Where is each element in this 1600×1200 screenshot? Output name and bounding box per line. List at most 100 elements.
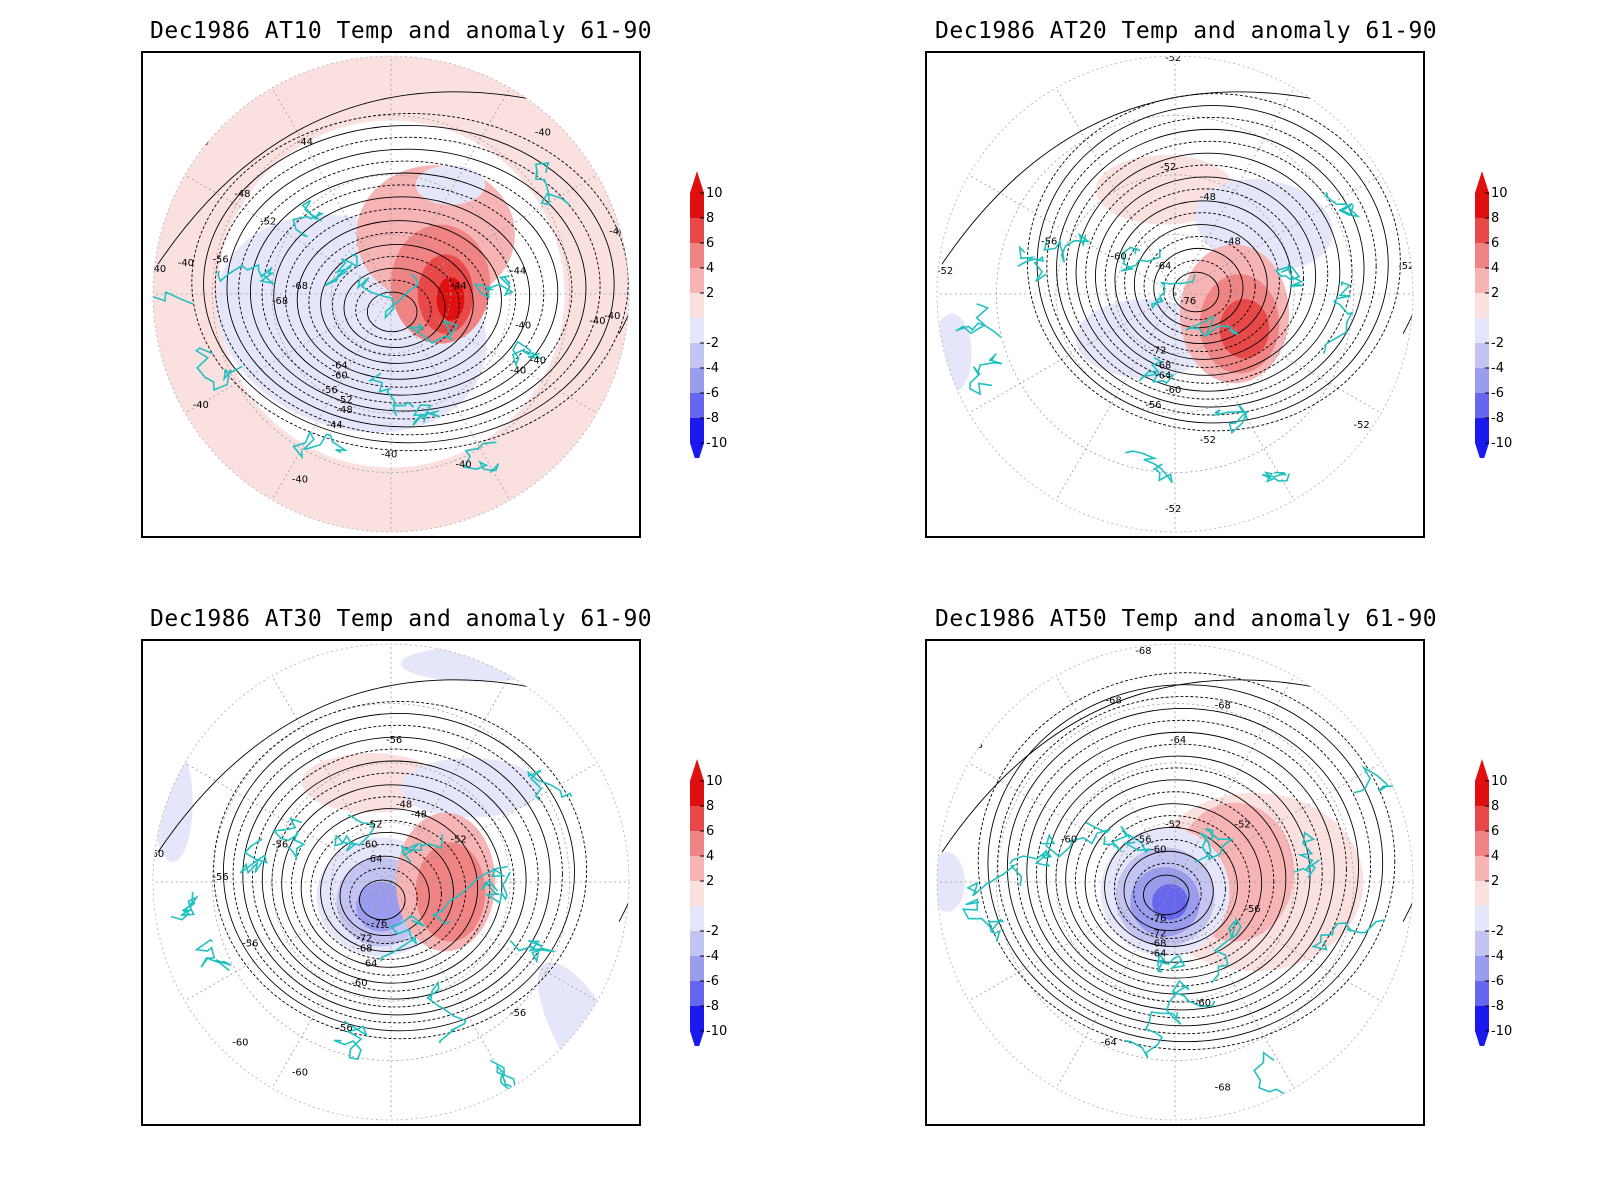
colorbar-level-label: -10 xyxy=(706,436,727,451)
contour-label: -52 xyxy=(1165,53,1181,64)
contour-label: -64 xyxy=(1101,1038,1117,1049)
contour-label: -40 xyxy=(193,400,209,411)
contour-label: -40 xyxy=(150,264,166,275)
contour-label: -64 xyxy=(366,854,382,865)
contour-label: -68 xyxy=(1135,646,1151,657)
colorbar-level-label: 4 xyxy=(706,849,714,864)
colorbar-level-label: 6 xyxy=(706,236,714,251)
coastline-icon xyxy=(152,161,571,474)
contour-label: -40 xyxy=(178,258,194,269)
colorbar-level-label: 8 xyxy=(1491,211,1499,226)
contour-label: -52 xyxy=(366,819,382,830)
contour-label: -56 xyxy=(212,872,228,883)
anomaly-region xyxy=(400,645,560,682)
contour-label: -40 xyxy=(515,321,531,332)
contour-label: -76 xyxy=(371,919,387,930)
colorbar-level-label: 6 xyxy=(706,824,714,839)
contour-label: -76 xyxy=(1150,914,1166,925)
contour-label: -48 xyxy=(336,405,352,416)
contour-label: -56 xyxy=(1244,904,1260,915)
colorbar-level-label: 2 xyxy=(706,286,714,301)
colorbar-level-label: -8 xyxy=(706,411,719,426)
colorbar-level-label: 10 xyxy=(1491,186,1508,201)
contour-label: -68 xyxy=(967,740,983,751)
colorbar-level-label: 4 xyxy=(706,261,714,276)
contour-label: -60 xyxy=(1061,834,1077,845)
contour-label: -76 xyxy=(1180,296,1196,307)
contour-label: -48 xyxy=(411,810,427,821)
contour-label: -60 xyxy=(351,978,367,989)
colorbar-level-label: 2 xyxy=(1491,874,1499,889)
contour-label: -60 xyxy=(1150,844,1166,855)
colorbar-level-label: -10 xyxy=(1491,436,1512,451)
colorbar-level-label: -6 xyxy=(1491,974,1504,989)
contour-label: -40 xyxy=(455,460,471,471)
contour-label: -40 xyxy=(530,355,546,366)
contour-label: -56 xyxy=(212,254,228,265)
colorbar: 10 8 6 4 2 -2 -4 -6 -8 -10 xyxy=(1475,759,1512,1046)
contour-label: -52 xyxy=(1165,504,1181,515)
contour-label: -56 xyxy=(322,385,338,396)
contour-label: -48 xyxy=(1200,192,1216,203)
colorbar-level-label: -2 xyxy=(706,336,719,351)
contour-label: -60 xyxy=(232,1038,248,1049)
colorbar-level-label: 10 xyxy=(706,774,723,789)
anomaly-region xyxy=(152,743,193,863)
colorbar-level-label: 4 xyxy=(1491,849,1499,864)
contour-label: -44 xyxy=(297,137,313,148)
colorbar-level-label: 6 xyxy=(1491,824,1499,839)
contour-label: -56 xyxy=(1041,236,1057,247)
contour-label: -60 xyxy=(361,839,377,850)
map-frame: -52 -52 -52 -48 -48 -56 -60 -64 -76 -72 -68 -64 -60-… xyxy=(925,51,1425,538)
contour-label: -64 xyxy=(331,360,347,371)
contour-label: -44 xyxy=(451,281,467,292)
colorbar-level-label: -4 xyxy=(706,361,719,376)
contour-label: -56 xyxy=(336,1023,352,1034)
contour-label: -52 xyxy=(1235,819,1251,830)
contour-label: -72 xyxy=(1150,929,1166,940)
contour-label: -60 xyxy=(292,1067,308,1078)
panel-title: Dec1986 AT10 Temp and anomaly 61-90 xyxy=(150,18,653,44)
contour-label: -48 xyxy=(396,800,412,811)
contour-label: -72 xyxy=(356,934,372,945)
map-frame: -68 -68 -68 -64 -68 -52 -52 -56 -60 -60 -76 -72 -68-… xyxy=(925,639,1425,1126)
contour-label: -56 xyxy=(386,735,402,746)
colorbar: 10 8 6 4 2 -2 -4 -6 -8 -10 xyxy=(690,759,727,1046)
contour-label: -60 xyxy=(1195,998,1211,1009)
colorbar-level-label: -4 xyxy=(1491,361,1504,376)
map-frame: -40 -40 -44 -44 -48 -52 -56 -68 -68 -44 -40 -40 -44-… xyxy=(141,51,641,538)
contour-label: -72 xyxy=(1150,346,1166,357)
colorbar: 10 8 6 4 2 -2 -4 -6 -8 -10 xyxy=(690,171,727,458)
contour-label: -52 xyxy=(937,266,953,277)
anomaly-region xyxy=(1075,298,1215,379)
colorbar-level-label: 2 xyxy=(706,874,714,889)
contour-label: -68 xyxy=(1106,695,1122,706)
contour-label: -68 xyxy=(356,943,372,954)
contour-label: -64 xyxy=(1170,735,1186,746)
contour-label: -60 xyxy=(331,370,347,381)
contour-label: -52 xyxy=(336,395,352,406)
contour-label: -56 xyxy=(242,938,258,949)
contour-label: -64 xyxy=(1155,261,1171,272)
contour-label: -40 xyxy=(609,226,625,237)
panel-title: Dec1986 AT50 Temp and anomaly 61-90 xyxy=(935,606,1438,632)
anomaly-region xyxy=(1152,883,1188,920)
contour-label: -44 xyxy=(327,420,343,431)
polar-map-icon: -68-68 -68-64-68-52 -52-56-60-60-76-72-68-… xyxy=(936,643,1414,1121)
contour-label: -40 xyxy=(292,474,308,485)
contour-label: -52 xyxy=(1200,435,1216,446)
contour-label: -52 xyxy=(1165,819,1181,830)
colorbar-level-label: -6 xyxy=(1491,386,1504,401)
contour-label: -64 xyxy=(1155,370,1171,381)
anomaly-region xyxy=(400,758,540,818)
contour-label: -68 xyxy=(1215,1082,1231,1093)
contour-label: -68 xyxy=(1155,360,1171,371)
anomaly-region xyxy=(936,313,972,394)
polar-map-icon: -52-52-52-48-48-56-60-64-76-72-68-64-60-… xyxy=(936,53,1414,533)
contour-label: -52 xyxy=(1160,162,1176,173)
colorbar-level-label: 10 xyxy=(1491,774,1508,789)
colorbar-level-label: -8 xyxy=(706,999,719,1014)
anomaly-region xyxy=(356,882,406,932)
contour-label: -60 xyxy=(148,849,164,860)
colorbar-level-label: -2 xyxy=(1491,336,1504,351)
